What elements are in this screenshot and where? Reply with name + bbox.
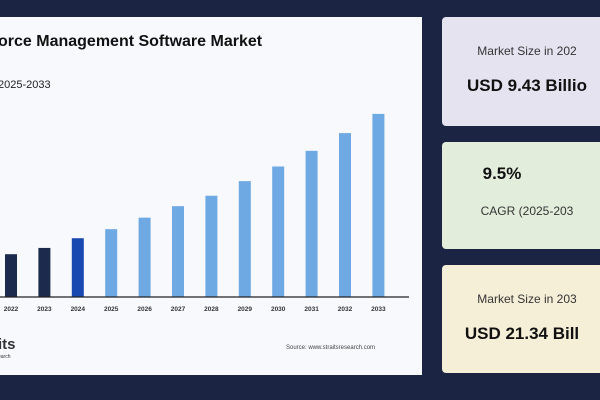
x-tick-label: 2027 (171, 306, 186, 313)
x-tick-label: 2022 (4, 306, 19, 313)
x-tick-label: 2033 (371, 306, 386, 313)
bar-2029 (238, 181, 251, 297)
card-label: CAGR (2025-203 (480, 204, 574, 218)
card-market-size-end: Market Size in 203 USD 21.34 Bill (442, 265, 600, 373)
bar-2028 (205, 195, 218, 297)
chart-title: orce Management Software Market (0, 33, 263, 50)
chart-panel: orce Management Software Market 2025-203… (0, 17, 422, 375)
card-value: USD 21.34 Bill (464, 324, 580, 343)
bar-2026 (138, 217, 151, 297)
bar-2022 (5, 254, 17, 297)
straits-logo: itsearch (0, 336, 16, 360)
bar-2023 (38, 247, 51, 297)
x-tick-label: 2029 (238, 306, 253, 313)
card-value: 9.5% (482, 164, 522, 183)
card-value: USD 9.43 Billio (467, 76, 587, 95)
bar-2033 (372, 113, 385, 297)
card-label: Market Size in 203 (477, 292, 577, 306)
x-tick-label: 2030 (271, 306, 286, 313)
bar-2025 (105, 229, 118, 297)
x-tick-label: 2025 (104, 306, 119, 313)
card-market-size-start: Market Size in 202 USD 9.43 Billio (442, 17, 600, 126)
bar-2024 (71, 238, 84, 297)
x-tick-label: 2026 (137, 306, 152, 313)
x-tick-label: 2031 (304, 306, 319, 313)
x-tick-label: 2023 (37, 306, 52, 313)
x-tick-label: 2032 (338, 306, 353, 313)
bar-2032 (339, 133, 351, 297)
x-tick-label: 2024 (71, 306, 86, 313)
card-cagr: 9.5% CAGR (2025-203 (442, 142, 600, 249)
chart-subtitle: 2025-2033 (0, 79, 51, 91)
bar-2027 (172, 206, 184, 297)
bar-2030 (272, 166, 285, 297)
source-text: Source: www.straitsresearch.com (286, 345, 376, 351)
card-label: Market Size in 202 (477, 44, 577, 58)
x-tick-label: 2028 (204, 306, 219, 313)
bar-2031 (305, 150, 318, 297)
bar-chart: 2022 2023 2024 2025 2026 2027 2028 2029 2030 2031… (0, 113, 409, 313)
